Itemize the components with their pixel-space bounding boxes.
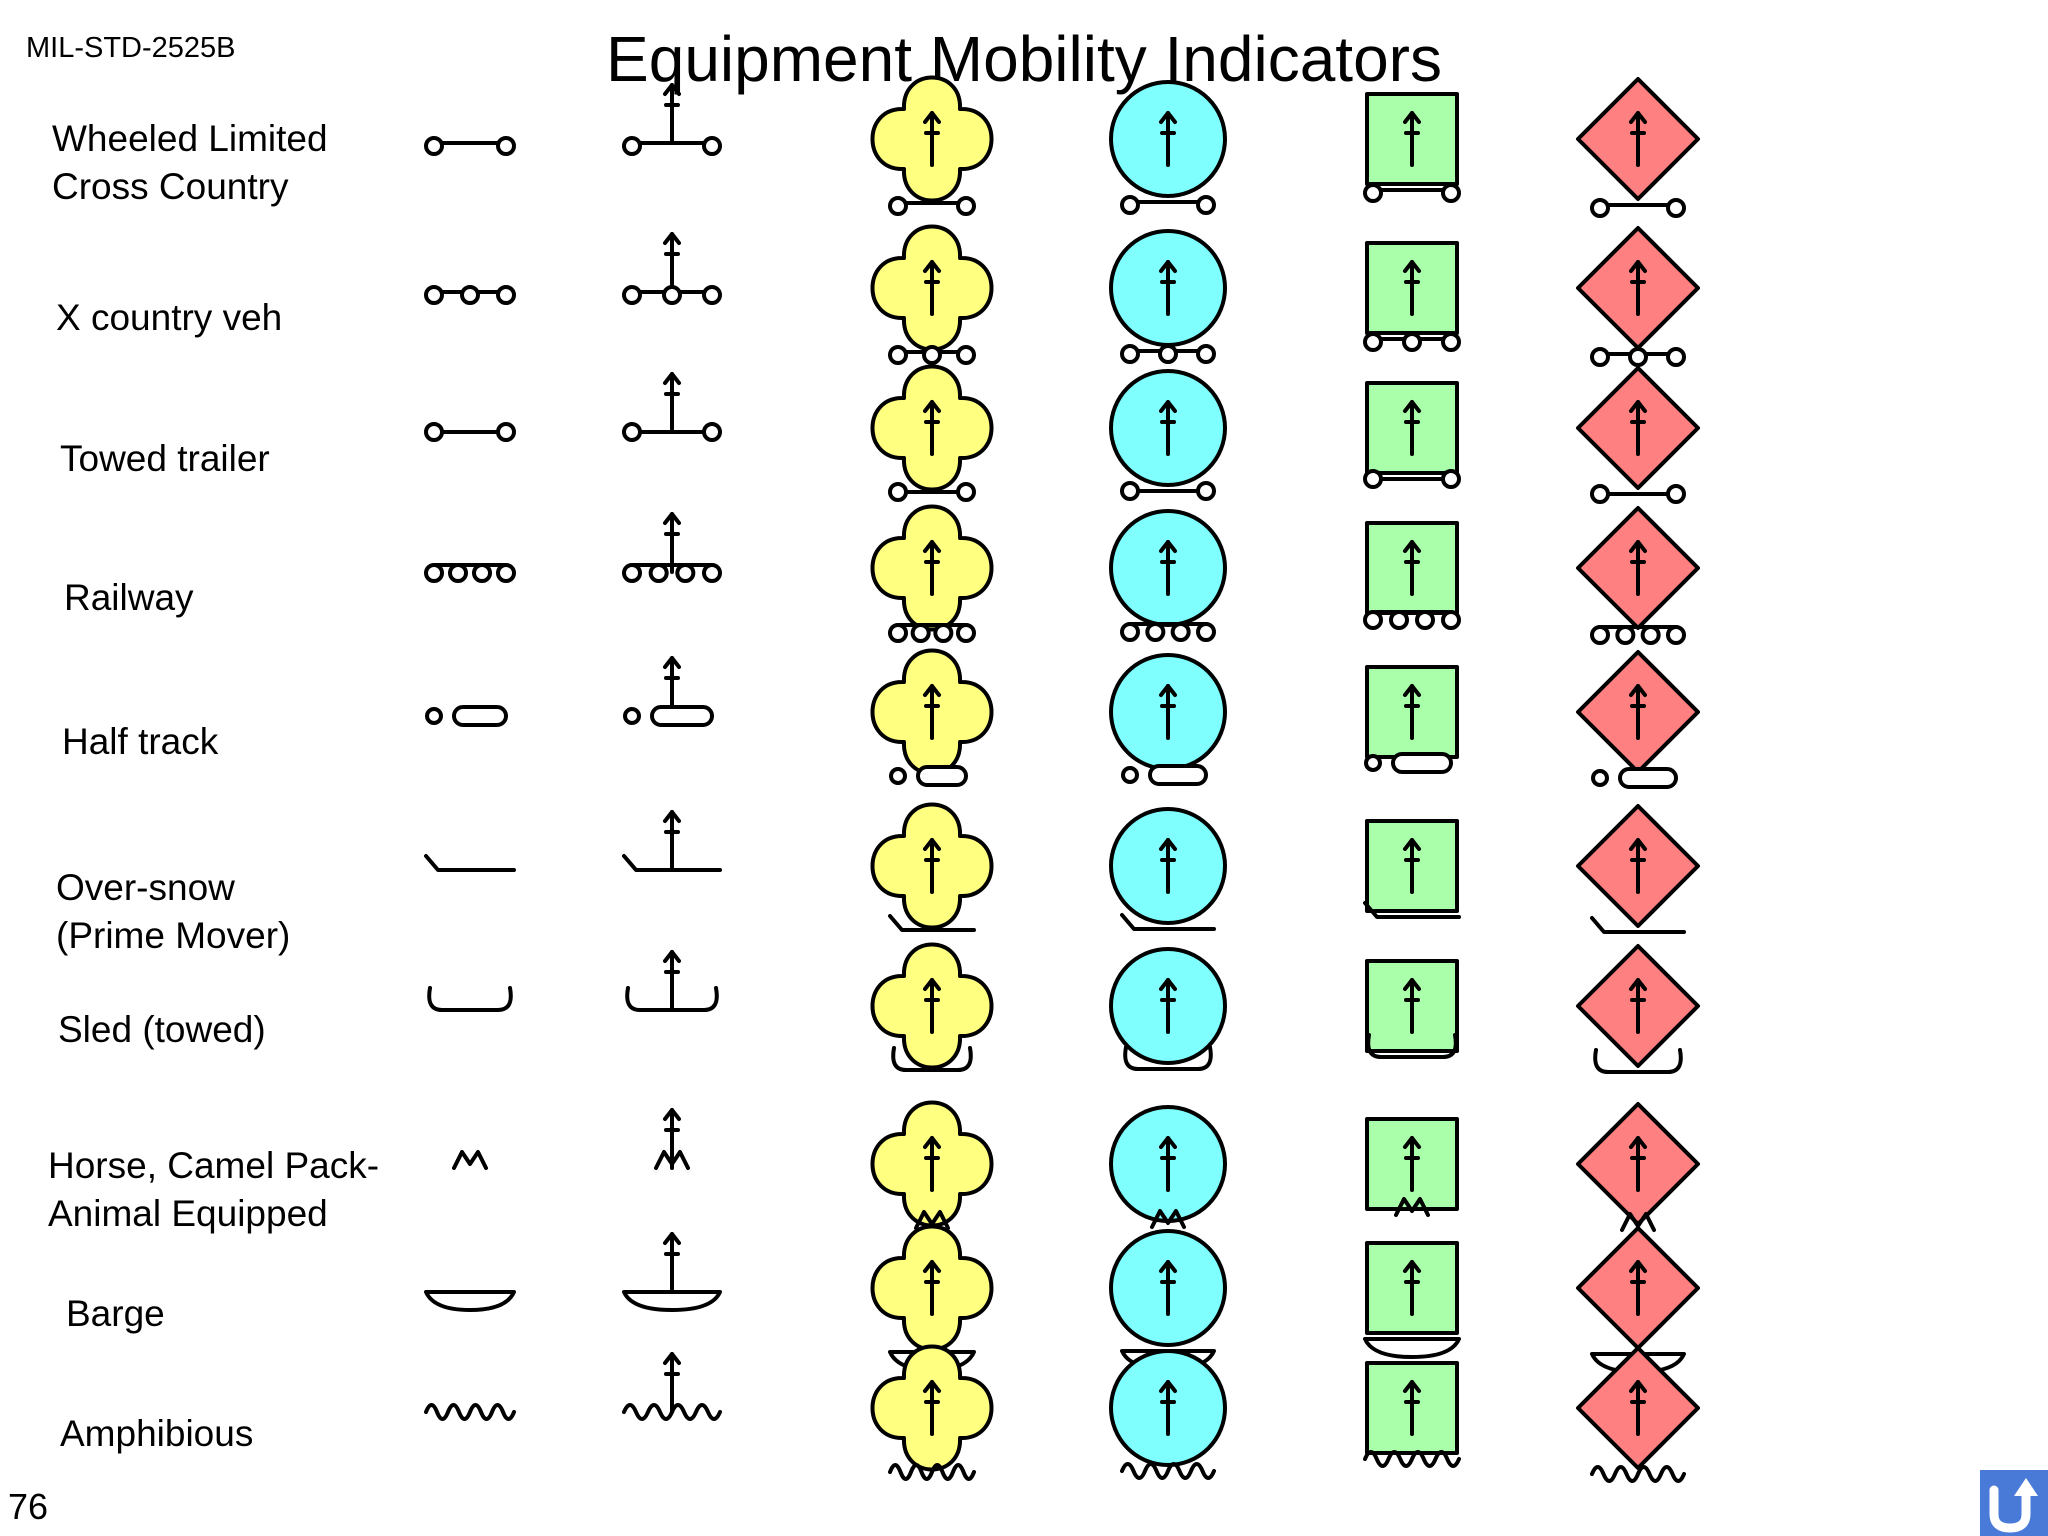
combined-icon-sled xyxy=(625,950,719,1012)
unknown-frame-symbol-wheeled-limited xyxy=(870,75,994,216)
hostile-frame-symbol-x-country xyxy=(1576,226,1700,367)
mobility-icon-pack-animal xyxy=(452,1150,488,1170)
friend-frame-symbol-sled xyxy=(1109,947,1227,1071)
neutral-frame-symbol-railway xyxy=(1363,521,1461,630)
mobility-icon-towed-trailer xyxy=(424,422,516,442)
mobility-icon-amphibious xyxy=(424,1403,516,1421)
mobility-icon-sled xyxy=(427,986,513,1012)
row-label-x-country: X country veh xyxy=(56,294,282,342)
friend-frame-symbol-half-track xyxy=(1109,653,1227,786)
hostile-frame-symbol-half-track xyxy=(1576,650,1700,789)
hostile-frame-symbol-sled xyxy=(1576,944,1700,1074)
friend-frame-symbol-barge xyxy=(1109,1229,1227,1371)
row-label-line: Half track xyxy=(62,721,219,762)
standard-label: MIL-STD-2525B xyxy=(26,32,236,64)
row-label-sled: Sled (towed) xyxy=(58,1006,266,1054)
hostile-frame-symbol-towed-trailer xyxy=(1576,366,1700,504)
unknown-frame-symbol-pack-animal xyxy=(870,1100,994,1230)
neutral-frame-symbol-over-snow xyxy=(1363,819,1461,919)
row-label-line: Horse, Camel Pack- xyxy=(48,1145,380,1186)
friend-frame-symbol-towed-trailer xyxy=(1109,369,1227,501)
combined-icon-x-country xyxy=(622,232,722,305)
friend-frame-symbol-amphibious xyxy=(1109,1349,1227,1480)
row-label-towed-trailer: Towed trailer xyxy=(60,435,270,483)
return-arrow-icon xyxy=(1989,1478,2038,1533)
row-label-wheeled-limited: Wheeled Limited Cross Country xyxy=(52,115,328,211)
neutral-frame-symbol-wheeled-limited xyxy=(1363,92,1461,203)
row-label-line: Animal Equipped xyxy=(48,1193,328,1234)
row-label-half-track: Half track xyxy=(62,718,218,766)
combined-icon-barge xyxy=(622,1232,722,1312)
hostile-frame-symbol-wheeled-limited xyxy=(1576,77,1700,218)
row-label-line: Cross Country xyxy=(52,166,289,207)
mobility-icon-railway xyxy=(424,563,516,583)
neutral-frame-symbol-x-country xyxy=(1363,241,1461,352)
unknown-frame-symbol-half-track xyxy=(870,648,994,787)
friend-frame-symbol-over-snow xyxy=(1109,807,1227,931)
combined-icon-wheeled-limited xyxy=(622,83,722,156)
mobility-icon-x-country xyxy=(424,285,516,305)
return-button[interactable] xyxy=(1980,1470,2048,1536)
unknown-frame-symbol-x-country xyxy=(870,224,994,365)
unknown-frame-symbol-sled xyxy=(870,942,994,1072)
combined-icon-pack-animal xyxy=(654,1108,690,1170)
row-label-line: Railway xyxy=(64,577,194,618)
row-label-railway: Railway xyxy=(64,574,194,622)
row-label-amphibious: Amphibious xyxy=(60,1410,253,1458)
combined-icon-half-track xyxy=(623,656,714,727)
mobility-icon-half-track xyxy=(425,705,508,727)
page-title: Equipment Mobility Indicators xyxy=(606,23,1442,95)
row-label-line: Amphibious xyxy=(60,1413,254,1454)
combined-icon-amphibious xyxy=(622,1352,722,1421)
neutral-frame-symbol-sled xyxy=(1365,959,1459,1059)
hostile-frame-symbol-over-snow xyxy=(1576,804,1700,934)
unknown-frame-symbol-towed-trailer xyxy=(870,364,994,502)
page-number: 76 xyxy=(8,1486,49,1527)
neutral-frame-symbol-amphibious xyxy=(1363,1361,1461,1468)
hostile-frame-symbol-railway xyxy=(1576,506,1700,645)
neutral-frame-symbol-pack-animal xyxy=(1365,1117,1459,1217)
neutral-frame-symbol-barge xyxy=(1363,1241,1461,1359)
row-label-line: Towed trailer xyxy=(60,438,270,479)
row-label-over-snow: Over-snow (Prime Mover) xyxy=(56,864,290,960)
row-label-line: Wheeled Limited xyxy=(52,118,328,159)
row-label-barge: Barge xyxy=(66,1290,165,1338)
mobility-icon-barge xyxy=(424,1290,516,1312)
row-label-line: Over-snow xyxy=(56,867,235,908)
mobility-icon-wheeled-limited xyxy=(424,136,516,156)
row-label-line: (Prime Mover) xyxy=(56,915,291,956)
neutral-frame-symbol-towed-trailer xyxy=(1363,381,1461,489)
combined-icon-towed-trailer xyxy=(622,372,722,442)
friend-frame-symbol-pack-animal xyxy=(1109,1105,1227,1229)
mobility-icon-over-snow xyxy=(424,854,516,872)
unknown-frame-symbol-amphibious xyxy=(870,1344,994,1481)
friend-frame-symbol-wheeled-limited xyxy=(1109,80,1227,215)
row-label-line: X country veh xyxy=(56,297,283,338)
row-label-pack-animal: Horse, Camel Pack- Animal Equipped xyxy=(48,1142,379,1238)
row-label-line: Barge xyxy=(66,1293,165,1334)
hostile-frame-symbol-amphibious xyxy=(1576,1346,1700,1483)
friend-frame-symbol-railway xyxy=(1109,509,1227,642)
hostile-frame-symbol-pack-animal xyxy=(1576,1102,1700,1232)
friend-frame-symbol-x-country xyxy=(1109,229,1227,364)
row-label-line: Sled (towed) xyxy=(58,1009,266,1050)
neutral-frame-symbol-half-track xyxy=(1364,665,1459,774)
combined-icon-railway xyxy=(622,512,722,583)
unknown-frame-symbol-railway xyxy=(870,504,994,643)
combined-icon-over-snow xyxy=(622,810,722,872)
unknown-frame-symbol-over-snow xyxy=(870,802,994,932)
